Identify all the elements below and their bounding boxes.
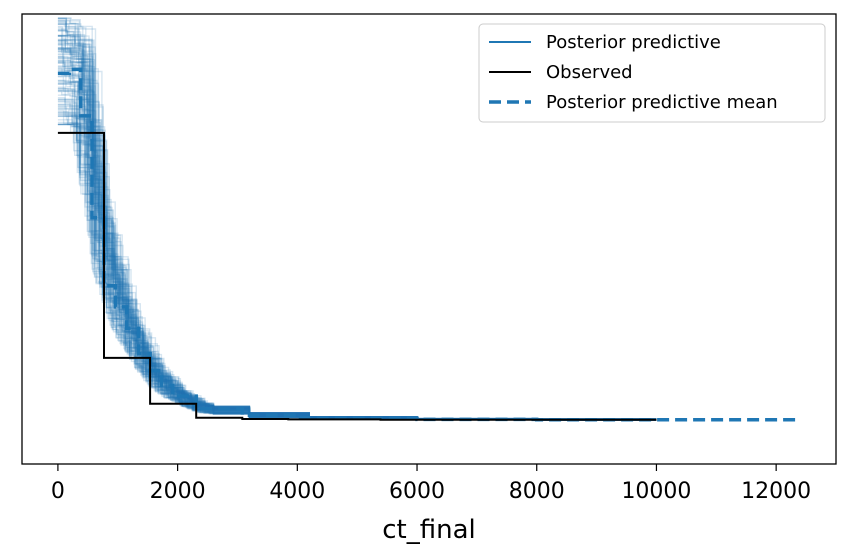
x-axis-label: ct_final — [382, 515, 476, 545]
posterior-predictive-draw — [57, 106, 657, 421]
posterior-predictive-draw — [57, 44, 657, 420]
posterior-predictive-draw — [57, 35, 657, 420]
legend-label-posterior-predictive: Posterior predictive — [546, 32, 721, 53]
legend-label-posterior-predictive-mean: Posterior predictive mean — [546, 92, 778, 113]
posterior-predictive-draw — [57, 43, 657, 420]
observed-layer — [57, 131, 657, 421]
posterior-predictive-draw — [57, 23, 657, 420]
posterior-predictive-draw — [57, 88, 657, 421]
posterior-predictive-draw — [57, 83, 657, 421]
posterior-predictive-draw — [57, 29, 657, 420]
posterior-predictive-draw — [57, 60, 657, 421]
posterior-predictive-draw — [57, 67, 657, 421]
posterior-predictive-draw — [57, 40, 657, 420]
posterior-predictive-draw — [57, 34, 657, 420]
posterior-predictive-draw — [57, 21, 657, 420]
posterior-predictive-draw — [57, 65, 657, 421]
x-tick-label-8000: 8000 — [509, 479, 565, 504]
posterior-predictive-draw — [57, 19, 657, 420]
posterior-predictive-draw — [57, 43, 657, 421]
x-tick-label-10000: 10000 — [621, 479, 691, 504]
posterior-predictive-draw — [57, 111, 657, 421]
posterior-predictive-draw — [57, 48, 657, 420]
posterior-predictive-draw — [57, 55, 657, 421]
posterior-predictive-draw — [57, 123, 657, 421]
posterior-predictive-draw — [57, 17, 657, 420]
observed-line — [57, 131, 657, 421]
posterior-predictive-draw — [57, 30, 657, 420]
plot-frame — [21, 13, 837, 465]
posterior-predictive-draw — [57, 28, 657, 420]
posterior-predictive-draw — [57, 23, 657, 420]
legend-box — [478, 23, 826, 123]
x-axis: 0 2000 4000 6000 8000 10000 12000 — [51, 464, 811, 504]
posterior-predictive-draw — [57, 61, 657, 421]
posterior-predictive-draw — [57, 34, 657, 420]
x-tick-label-6000: 6000 — [389, 479, 445, 504]
posterior-predictive-draw — [57, 39, 657, 420]
x-tick-label-2000: 2000 — [150, 479, 206, 504]
posterior-predictive-draw — [57, 35, 657, 420]
posterior-predictive-draw — [57, 60, 657, 421]
legend: Posterior predictive Observed Posterior … — [478, 23, 826, 123]
posterior-predictive-draw — [57, 42, 657, 420]
posterior-predictive-draw — [57, 17, 657, 420]
x-tick-label-12000: 12000 — [741, 479, 811, 504]
legend-label-observed: Observed — [546, 62, 633, 83]
x-tick-label-4000: 4000 — [269, 479, 325, 504]
posterior-predictive-draw — [57, 22, 657, 420]
posterior-predictive-draw — [57, 50, 657, 420]
posterior-predictive-draw — [57, 17, 657, 420]
x-tick-label-0: 0 — [51, 479, 65, 504]
posterior-predictive-draw — [57, 75, 657, 421]
posterior-predictive-draw — [57, 42, 657, 420]
posterior-predictive-draw — [57, 109, 657, 421]
posterior-predictive-draw — [57, 40, 657, 420]
posterior-predictive-draw — [57, 29, 657, 420]
